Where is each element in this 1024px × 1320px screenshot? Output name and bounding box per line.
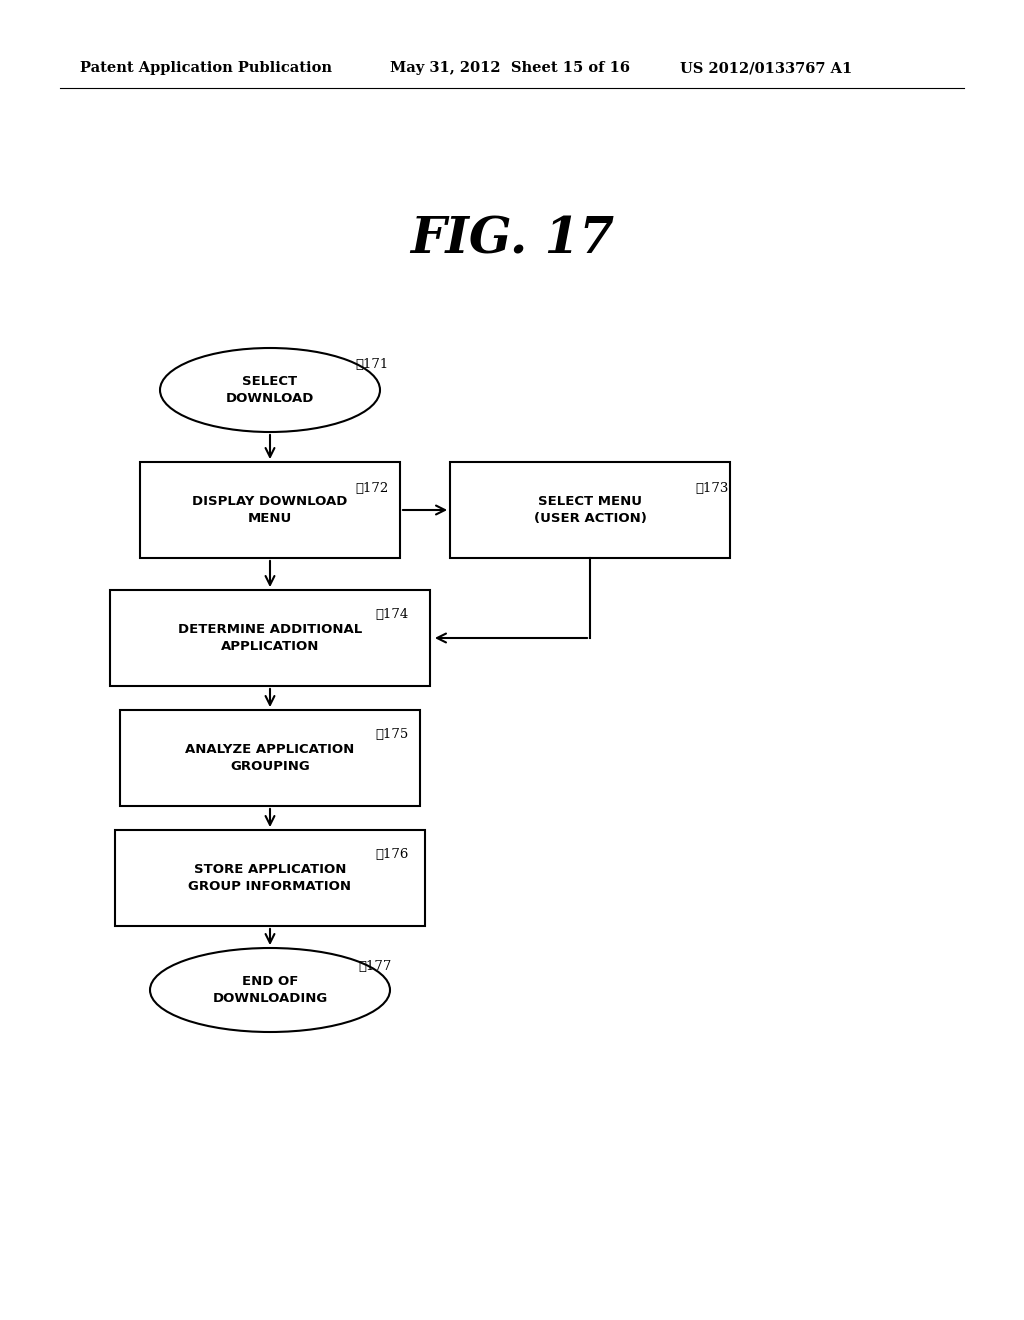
- Text: May 31, 2012  Sheet 15 of 16: May 31, 2012 Sheet 15 of 16: [390, 61, 630, 75]
- Text: ⌇176: ⌇176: [375, 847, 409, 861]
- Text: ⌇171: ⌇171: [355, 359, 388, 371]
- Text: ANALYZE APPLICATION
GROUPING: ANALYZE APPLICATION GROUPING: [185, 743, 354, 774]
- Text: US 2012/0133767 A1: US 2012/0133767 A1: [680, 61, 852, 75]
- Bar: [115, 830, 425, 927]
- Text: STORE APPLICATION
GROUP INFORMATION: STORE APPLICATION GROUP INFORMATION: [188, 863, 351, 894]
- Text: ⌇177: ⌇177: [358, 960, 391, 973]
- Text: END OF
DOWNLOADING: END OF DOWNLOADING: [212, 975, 328, 1005]
- Text: DETERMINE ADDITIONAL
APPLICATION: DETERMINE ADDITIONAL APPLICATION: [178, 623, 362, 653]
- Text: ⌇175: ⌇175: [375, 727, 409, 741]
- Text: FIG. 17: FIG. 17: [410, 215, 614, 264]
- Text: ⌇174: ⌇174: [375, 607, 409, 620]
- Text: ⌇173: ⌇173: [695, 482, 728, 495]
- Text: ⌇172: ⌇172: [355, 482, 388, 495]
- Bar: [140, 462, 400, 558]
- Bar: [120, 710, 420, 807]
- Bar: [110, 590, 430, 686]
- Text: DISPLAY DOWNLOAD
MENU: DISPLAY DOWNLOAD MENU: [193, 495, 348, 525]
- Bar: [450, 462, 730, 558]
- Text: Patent Application Publication: Patent Application Publication: [80, 61, 332, 75]
- Text: SELECT
DOWNLOAD: SELECT DOWNLOAD: [226, 375, 314, 405]
- Text: SELECT MENU
(USER ACTION): SELECT MENU (USER ACTION): [534, 495, 646, 525]
